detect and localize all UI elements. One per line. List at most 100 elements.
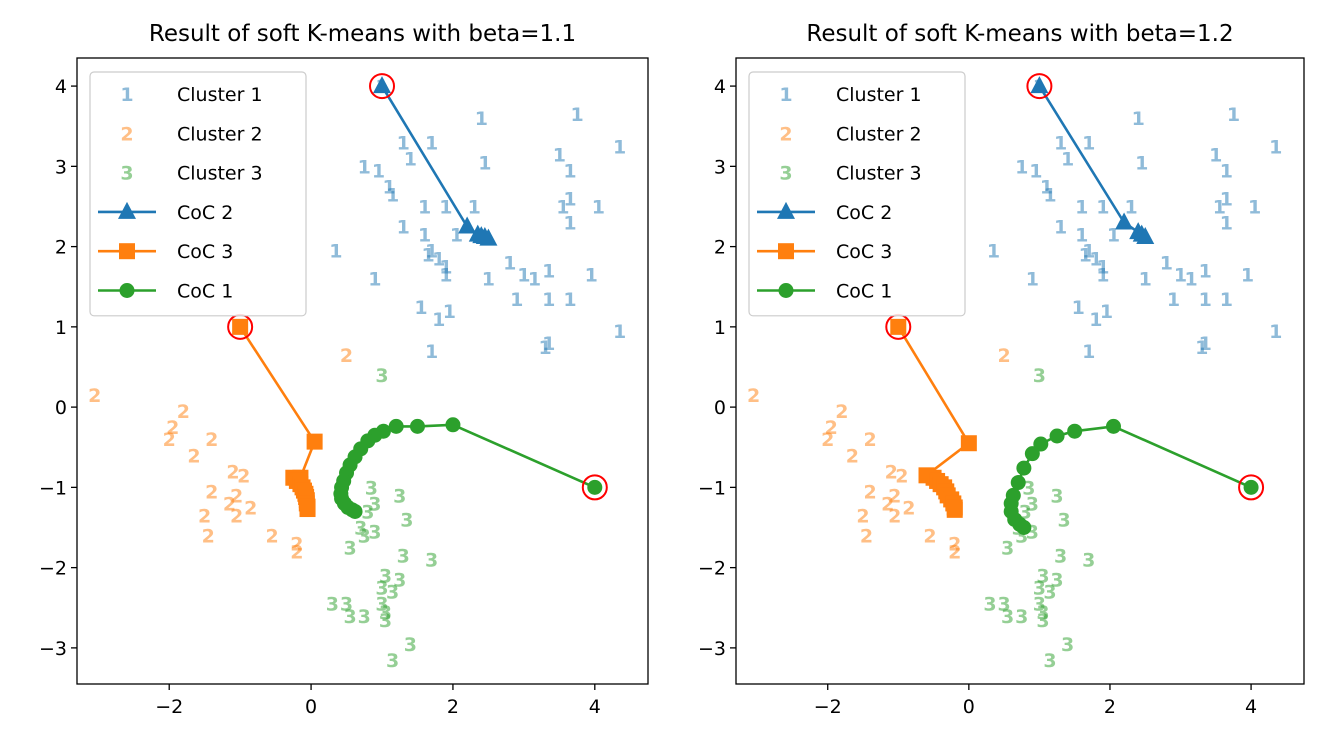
- data-point: 1: [372, 160, 385, 182]
- data-point: 1: [1139, 269, 1152, 291]
- data-point: 1: [421, 245, 434, 267]
- legend: 1 Cluster 1 2 Cluster 2 3 Cluster 3 CoC 2 CoC 3…: [748, 71, 966, 317]
- data-point: 1: [1107, 225, 1120, 247]
- data-point: 2: [198, 505, 211, 527]
- data-point: 3: [393, 570, 406, 592]
- data-point: 1: [1184, 269, 1197, 291]
- data-point: 1: [478, 152, 491, 174]
- legend-marker: 2: [779, 123, 792, 145]
- series-coc-1: [1003, 418, 1259, 535]
- data-point: [890, 318, 907, 335]
- data-point: 3: [326, 594, 339, 616]
- data-point: 3: [397, 546, 410, 568]
- data-point: 3: [1036, 566, 1049, 588]
- data-point: 1: [368, 269, 381, 291]
- data-point: [373, 76, 392, 94]
- data-point: [1033, 436, 1049, 452]
- data-point: 1: [563, 160, 576, 182]
- data-point: 1: [563, 213, 576, 235]
- data-point: 2: [88, 385, 101, 407]
- data-point: [946, 501, 963, 518]
- data-point: 3: [375, 578, 388, 600]
- data-point: 1: [404, 148, 417, 170]
- data-point: 2: [846, 445, 859, 467]
- x-tick-label: 4: [589, 696, 601, 718]
- x-tick-label: 0: [305, 696, 317, 718]
- axes-frame: [76, 57, 649, 685]
- data-point: 1: [1241, 265, 1254, 287]
- data-point: 1: [1160, 253, 1173, 275]
- data-point: [388, 418, 404, 434]
- series-coc-2: [1030, 76, 1155, 244]
- data-point: 1: [475, 108, 488, 130]
- y-tick-label: −3: [698, 638, 726, 660]
- data-point: [1115, 212, 1134, 230]
- data-point: 1: [539, 337, 552, 359]
- legend-label: CoC 1: [177, 281, 233, 303]
- data-point: 2: [825, 417, 838, 439]
- data-point: 1: [556, 196, 569, 218]
- data-point: 2: [863, 429, 876, 451]
- data-point: 2: [902, 497, 915, 519]
- y-tick-label: 2: [714, 237, 726, 259]
- data-point: 1: [503, 253, 516, 275]
- data-point: 2: [340, 345, 353, 367]
- legend-label: CoC 2: [177, 202, 233, 224]
- data-point: 2: [923, 526, 936, 548]
- data-point: 3: [379, 602, 392, 624]
- data-point: 2: [202, 526, 215, 548]
- data-point: 1: [1054, 217, 1067, 239]
- data-point: 1: [563, 289, 576, 311]
- data-point: [1105, 418, 1121, 434]
- legend-label: CoC 3: [836, 241, 892, 263]
- data-point: 1: [1096, 265, 1109, 287]
- data-point: 1: [418, 225, 431, 247]
- data-point: 3: [1050, 485, 1063, 507]
- data-point: 2: [223, 493, 236, 515]
- legend-label: CoC 3: [177, 241, 233, 263]
- data-point: [347, 503, 363, 519]
- data-point: [458, 216, 477, 234]
- data-point: 1: [1082, 341, 1095, 363]
- data-point: 1: [517, 265, 530, 287]
- data-point: 2: [821, 429, 834, 451]
- data-point: 2: [948, 542, 961, 564]
- chart-title: Result of soft K-means with beta=1.2: [806, 21, 1233, 47]
- data-point: [1016, 460, 1032, 476]
- data-point: 1: [1269, 136, 1282, 158]
- legend-marker: [778, 243, 794, 260]
- initial-center-marker: [369, 73, 396, 100]
- legend-label: Cluster 1: [177, 84, 263, 106]
- data-point: 1: [425, 341, 438, 363]
- data-point: 2: [237, 465, 250, 487]
- legend-marker: [118, 201, 136, 219]
- data-point: 1: [542, 333, 555, 355]
- legend: 1 Cluster 1 2 Cluster 2 3 Cluster 3 CoC 2 CoC 3…: [89, 71, 307, 317]
- series-coc-1: [333, 417, 603, 519]
- data-point: 3: [1036, 602, 1049, 624]
- data-point: 2: [747, 385, 760, 407]
- data-point: 3: [386, 582, 399, 604]
- data-point: 1: [1089, 309, 1102, 331]
- legend-label: Cluster 2: [836, 123, 922, 145]
- data-point: 1: [418, 196, 431, 218]
- data-point: 2: [863, 481, 876, 503]
- data-point: 3: [343, 538, 356, 560]
- data-point: 2: [230, 485, 243, 507]
- legend-label: CoC 1: [836, 281, 892, 303]
- x-tick-label: 0: [963, 696, 975, 718]
- data-point: 3: [386, 650, 399, 672]
- data-point: 1: [1125, 196, 1138, 218]
- data-point: 1: [553, 144, 566, 166]
- data-point: 3: [1015, 606, 1028, 628]
- data-point: [1010, 475, 1026, 491]
- data-point: 1: [468, 196, 481, 218]
- data-point: 1: [1174, 265, 1187, 287]
- data-point: [299, 501, 316, 518]
- data-point: 2: [998, 345, 1011, 367]
- data-point: 2: [205, 481, 218, 503]
- x-tick-label: −2: [155, 696, 183, 718]
- legend-marker: 1: [779, 84, 792, 106]
- data-point: 3: [1036, 610, 1049, 632]
